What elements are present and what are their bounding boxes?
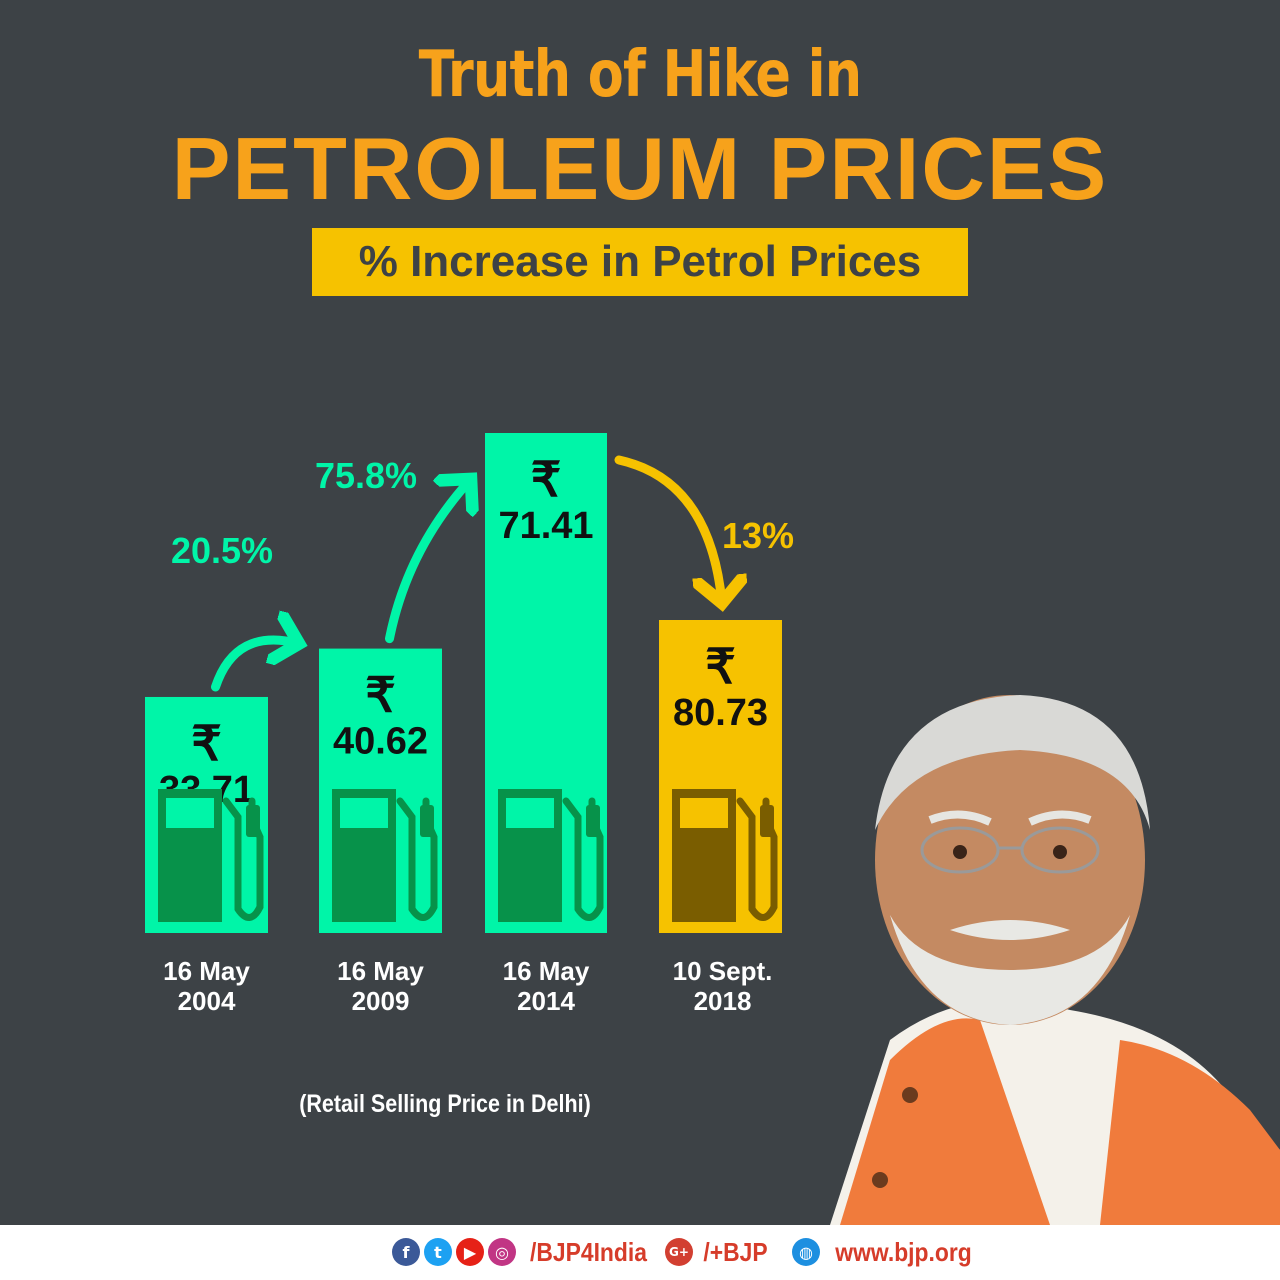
increase-arrow	[211, 640, 300, 692]
title-line-2: PETROLEUM PRICES	[171, 119, 1109, 218]
bar-group-3: ₹80.73	[659, 620, 782, 933]
subtitle-banner: % Increase in Petrol Prices	[312, 228, 968, 296]
footer-website[interactable]: www.bjp.org	[835, 1236, 972, 1267]
fuel-pump-icon	[332, 789, 438, 922]
increase-arrow	[385, 479, 472, 644]
category-label-line2: 2004	[178, 986, 236, 1016]
leader-portrait	[830, 695, 1280, 1225]
instagram-icon[interactable]: ◎	[488, 1238, 516, 1266]
footer-handle[interactable]: /BJP4India	[529, 1236, 647, 1267]
twitter-icon[interactable]: t	[424, 1238, 452, 1266]
value-label: 71.41	[498, 505, 593, 547]
value-label: 80.73	[673, 692, 768, 734]
increase-arrow	[614, 455, 722, 603]
footnote: (Retail Selling Price in Delhi)	[299, 1090, 591, 1118]
title-line-1: Truth of Hike in	[418, 38, 862, 112]
category-label-line2: 2009	[352, 986, 410, 1016]
footer-gplus[interactable]: /+BJP	[703, 1236, 768, 1267]
currency-symbol: ₹	[531, 454, 562, 507]
increase-label: 75.8%	[315, 455, 417, 496]
bar-group-0: ₹33.71	[145, 696, 268, 933]
globe-icon[interactable]: ◍	[791, 1238, 820, 1266]
footer-bar: f t ▶ ◎ /BJP4India G+ /+BJP ◍ www.bjp.or…	[0, 1225, 1280, 1280]
category-label-line1: 16 May	[503, 956, 590, 986]
fuel-pump-icon	[672, 789, 778, 922]
category-label-line1: 16 May	[337, 956, 424, 986]
currency-symbol: ₹	[191, 718, 222, 771]
currency-symbol: ₹	[365, 670, 396, 723]
fuel-pump-icon	[158, 789, 264, 922]
google-plus-icon[interactable]: G+	[664, 1238, 693, 1266]
fuel-pump-icon	[498, 789, 604, 922]
category-label-line2: 2014	[517, 986, 575, 1016]
increase-label: 20.5%	[171, 530, 273, 571]
category-label-line1: 16 May	[163, 956, 250, 986]
increase-label: 13%	[722, 515, 794, 556]
youtube-icon[interactable]: ▶	[456, 1238, 484, 1266]
value-label: 40.62	[333, 721, 428, 763]
bar-group-2: ₹71.41	[485, 433, 607, 933]
facebook-icon[interactable]: f	[392, 1238, 420, 1266]
category-label-line1: 10 Sept.	[673, 956, 773, 986]
currency-symbol: ₹	[705, 641, 736, 694]
category-label-line2: 2018	[694, 986, 752, 1016]
bar-group-1: ₹40.62	[319, 648, 442, 933]
footer-social-row: f t ▶ ◎ /BJP4India G+ /+BJP ◍ www.bjp.or…	[392, 1235, 987, 1269]
